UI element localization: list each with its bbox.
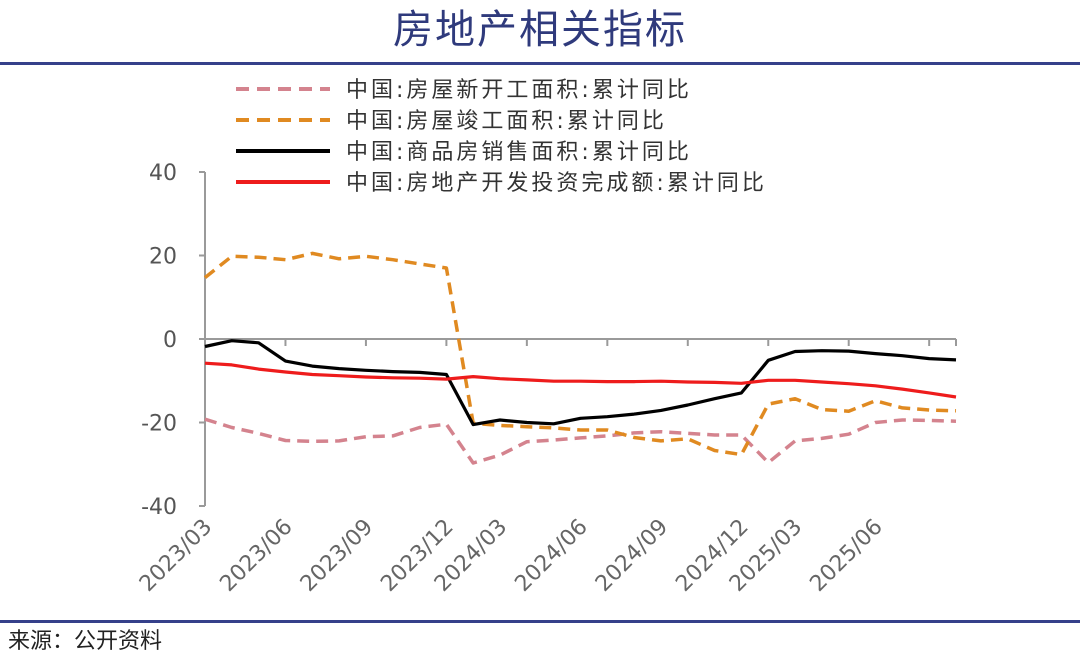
source-note: 来源：公开资料 (8, 629, 163, 654)
legend-label-0: 中国:房屋新开工面积:累计同比 (346, 78, 692, 103)
series-line-2 (204, 339, 957, 427)
legend-label-1: 中国:房屋竣工面积:累计同比 (346, 109, 667, 134)
x-tick-labels: 2023/032023/062023/092023/122024/032024/… (135, 515, 888, 597)
series-line-1 (203, 251, 957, 457)
x-tick-label: 2024/06 (510, 515, 592, 597)
y-tick-label: -20 (141, 412, 177, 437)
title-divider (0, 62, 1080, 65)
x-tick-label: 2024/09 (591, 515, 673, 597)
legend-label-3: 中国:房地产开发投资完成额:累计同比 (346, 171, 767, 196)
page-title: 房地产相关指标 (393, 7, 687, 53)
y-tick-label: -40 (141, 495, 177, 520)
y-tick-label: 20 (149, 245, 177, 270)
chart-legend: 中国:房屋新开工面积:累计同比中国:房屋竣工面积:累计同比中国:商品房销售面积:… (236, 78, 767, 196)
x-tick-label: 2023/09 (296, 515, 378, 597)
legend-label-2: 中国:商品房销售面积:累计同比 (346, 140, 692, 165)
y-tick-label: 40 (149, 161, 177, 186)
x-tick-label: 2025/06 (805, 515, 887, 597)
footer-divider (0, 620, 1080, 623)
series-line-0 (204, 417, 957, 465)
series-line-3 (204, 361, 957, 399)
chart-axes: 40 20 0 -20 -40 (141, 161, 957, 520)
chart-plot (203, 251, 957, 465)
x-tick-label: 2023/03 (135, 515, 217, 597)
line-chart: 中国:房屋新开工面积:累计同比中国:房屋竣工面积:累计同比中国:商品房销售面积:… (135, 78, 957, 597)
x-tick-label: 2023/06 (215, 515, 297, 597)
y-tick-label: 0 (163, 328, 177, 353)
